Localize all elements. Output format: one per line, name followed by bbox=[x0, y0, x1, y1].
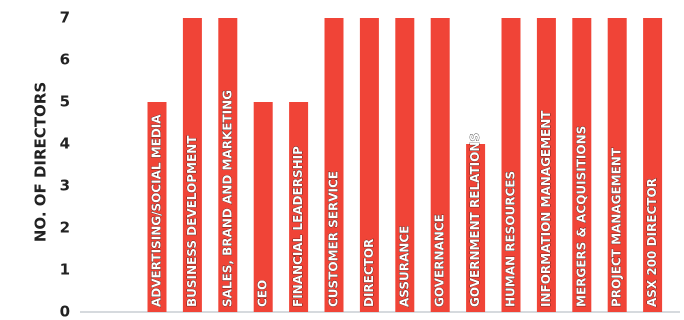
bars: ADVERTISING/SOCIAL MEDIA BUSINESS DEVELOP… bbox=[147, 18, 663, 312]
bar-category-label: MERGERS & ACQUISITIONS bbox=[574, 126, 588, 307]
bar bbox=[359, 18, 379, 312]
y-tick-label: 4 bbox=[60, 135, 70, 153]
bar bbox=[218, 18, 238, 312]
y-axis-ticks: 0 1 2 3 4 5 6 7 bbox=[60, 9, 70, 320]
bar-category-label: FINANCIAL LEADERSHIP bbox=[291, 146, 305, 307]
bar-category-label: ASX 200 DIRECTOR bbox=[645, 178, 659, 307]
bar-category-label: ASSURANCE bbox=[397, 226, 411, 307]
bar-category-label: INFORMATION MANAGEMENT bbox=[539, 110, 553, 307]
bar bbox=[182, 18, 202, 312]
bar bbox=[572, 18, 592, 312]
bar bbox=[643, 18, 663, 312]
bar bbox=[501, 18, 521, 312]
bar-category-label: CEO bbox=[256, 280, 270, 307]
bar bbox=[430, 18, 450, 312]
bar-category-label: GOVERNMENT RELATIONS bbox=[468, 133, 482, 307]
bar-category-label: BUSINESS DEVELOPMENT bbox=[185, 135, 199, 307]
bar-category-label: SALES, BRAND AND MARKETING bbox=[220, 90, 234, 307]
bar bbox=[147, 102, 167, 312]
y-tick-label: 7 bbox=[60, 9, 70, 27]
bar bbox=[536, 18, 556, 312]
bar-category-label: DIRECTOR bbox=[362, 239, 376, 307]
y-tick-label: 6 bbox=[60, 51, 70, 69]
y-tick-label: 0 bbox=[60, 303, 70, 320]
bar bbox=[607, 18, 627, 312]
bar-category-label: PROJECT MANAGEMENT bbox=[610, 147, 624, 307]
bar-category-label: ADVERTISING/SOCIAL MEDIA bbox=[150, 114, 164, 307]
y-tick-label: 1 bbox=[60, 261, 70, 279]
bar-category-label: CUSTOMER SERVICE bbox=[327, 171, 341, 307]
bar-category-label: GOVERNANCE bbox=[433, 214, 447, 307]
bar bbox=[324, 18, 344, 312]
bar bbox=[253, 102, 273, 312]
y-tick-label: 3 bbox=[60, 177, 70, 195]
bar bbox=[289, 102, 309, 312]
bar bbox=[466, 144, 486, 312]
y-tick-label: 5 bbox=[60, 93, 70, 111]
bar-category-label: HUMAN RESOURCES bbox=[504, 171, 518, 307]
y-axis-label: NO. OF DIRECTORS bbox=[32, 82, 50, 242]
y-tick-label: 2 bbox=[60, 219, 70, 237]
bar bbox=[395, 18, 415, 312]
